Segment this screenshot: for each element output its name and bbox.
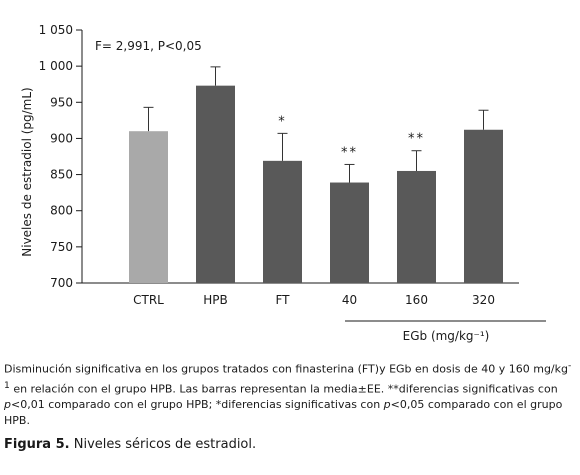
y-axis-title: Niveles de estradiol (pg/mL)	[20, 87, 34, 256]
caption-text-4: <0,05 comparado con el grupo HPB.	[4, 398, 563, 428]
figure-label: Figura 5.	[4, 437, 70, 452]
bars-group: *****	[129, 66, 503, 283]
egb-group-label: EGb (mg/kg⁻¹)	[403, 329, 490, 343]
anova-statistic: F= 2,991, P<0,05	[95, 39, 202, 53]
caption-text-1: Disminución significativa en los grupos …	[4, 362, 568, 376]
x-category-label: 160	[405, 293, 428, 307]
x-category-label: HPB	[203, 293, 228, 307]
bar	[330, 182, 369, 283]
caption-p-1: p	[4, 398, 11, 412]
bar	[464, 129, 503, 283]
significance-marker: **	[408, 132, 425, 147]
y-tick-label: 850	[50, 168, 73, 182]
bar	[196, 85, 235, 283]
y-tick-label: 700	[50, 276, 73, 290]
significance-marker: *	[278, 114, 287, 129]
caption-text-3: <0,01 comparado con el grupo HPB; *difer…	[10, 398, 384, 412]
bar-chart: 700 750 800 850 900 950 1 000 1 050 Niveles de …	[20, 23, 546, 343]
figure-caption: Disminución significativa en los grupos …	[4, 358, 576, 429]
figure-title: Figura 5. Niveles séricos de estradiol.	[4, 437, 576, 452]
x-category-label: 40	[342, 293, 357, 307]
significance-marker: **	[341, 145, 358, 160]
bar	[263, 160, 302, 283]
y-tick-label: 1 050	[39, 23, 73, 37]
caption-p-2: p	[383, 398, 391, 412]
x-axis-labels: CTRL HPB FT 40 160 320	[133, 293, 495, 307]
bar	[129, 131, 168, 283]
y-tick-label: 950	[50, 95, 73, 109]
x-category-label: 320	[472, 293, 495, 307]
caption-superscript: -1	[4, 360, 572, 391]
x-category-label: FT	[275, 293, 290, 307]
x-category-label: CTRL	[133, 293, 164, 307]
figure-title-text: Niveles séricos de estradiol.	[69, 437, 257, 452]
y-tick-label: 800	[50, 204, 73, 218]
y-tick-label: 900	[50, 131, 73, 145]
bar	[397, 170, 436, 283]
y-tick-label: 1 000	[39, 59, 73, 73]
caption-text-2: en relación con el grupo HPB. Las barras…	[9, 382, 558, 396]
y-axis: 700 750 800 850 900 950 1 000 1 050	[39, 23, 519, 290]
y-tick-label: 750	[50, 240, 73, 254]
